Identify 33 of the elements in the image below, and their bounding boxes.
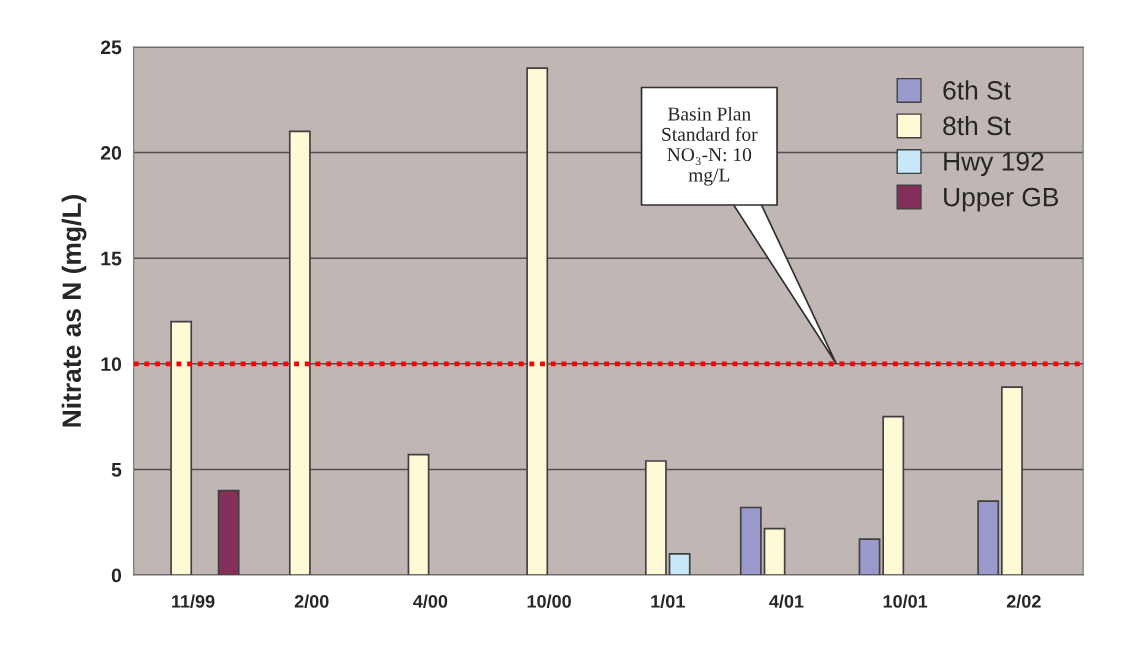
bar [882,415,905,576]
x-tick-label: 4/01 [769,594,804,608]
y-tick-label: 15 [101,251,122,266]
legend-label: Hwy 192 [944,152,1044,177]
x-tick-label: 10/00 [527,594,571,608]
bar [739,506,762,576]
x-tick-label: 2/00 [294,594,329,608]
legend-label: 6th St [943,80,1011,100]
bar [1001,386,1023,576]
bar [407,453,430,576]
bar [217,489,240,576]
legend-label: Upper GB [944,187,1059,212]
bar [526,67,549,576]
x-tick-label: 4/00 [413,594,448,608]
bar [644,460,667,576]
x-tick-label: 2/02 [1006,594,1041,608]
y-tick-label: 0 [111,568,122,583]
y-tick-label: 5 [111,463,122,477]
bar [858,538,881,576]
annotation: Basin Plan Standard for NO₃-N: 10 mg/L [662,106,758,186]
bar [977,500,1000,576]
bar [668,553,691,576]
x-tick-label: 10/01 [883,594,928,608]
y-tick-label: 25 [100,40,122,55]
y-axis-title: Nitrate as N (mg/L) [61,195,87,427]
y-tick-label: 20 [100,146,122,160]
bar [763,527,786,576]
x-tick-label: 1/01 [651,594,685,608]
x-tick-label: 11/99 [172,594,215,608]
bar [170,320,193,576]
y-tick-label: 10 [101,357,122,372]
legend-label: 8th St [943,115,1011,136]
bar [288,130,311,576]
